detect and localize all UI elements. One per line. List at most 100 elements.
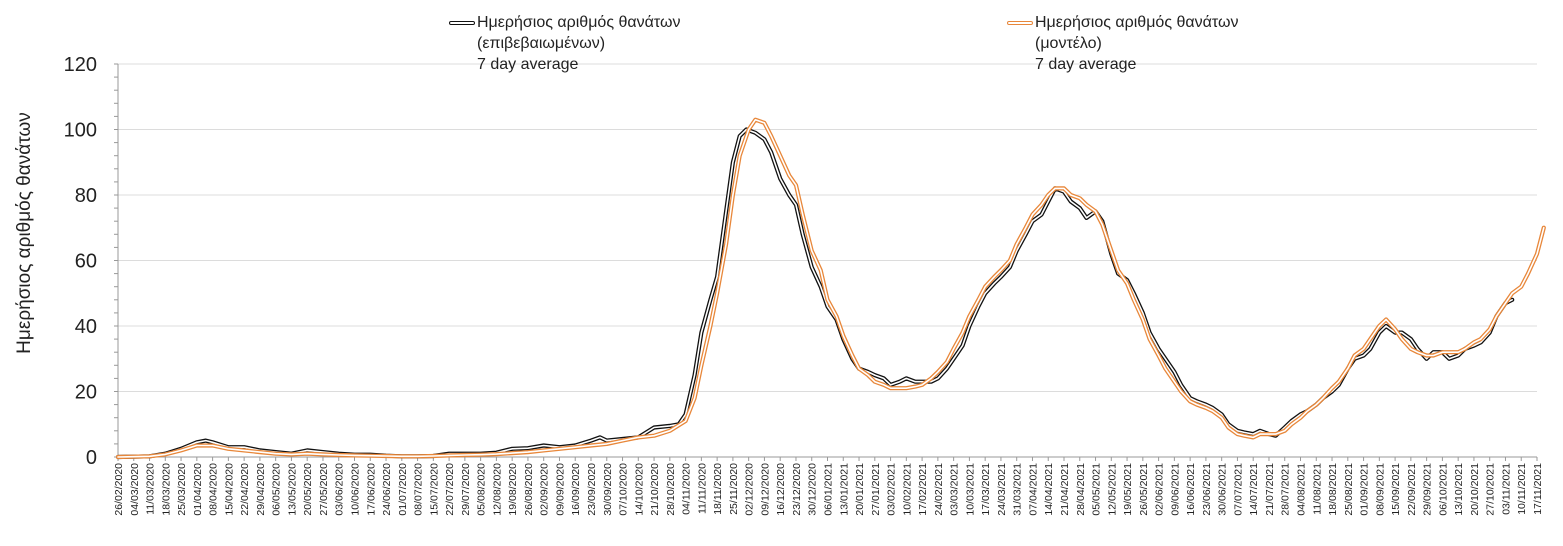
x-tick-label: 28/04/2021 — [1075, 463, 1087, 516]
x-tick-label: 21/07/2021 — [1264, 463, 1276, 516]
x-tick-label: 09/12/2020 — [759, 463, 771, 516]
x-tick-label: 18/08/2021 — [1327, 463, 1339, 516]
x-tick-label: 16/09/2020 — [570, 463, 582, 516]
x-tick-label: 07/07/2021 — [1232, 463, 1244, 516]
y-tick-label: 80 — [75, 185, 97, 207]
y-tick-label: 60 — [75, 251, 97, 273]
x-tick-label: 19/05/2021 — [1122, 463, 1134, 516]
x-tick-labels: 26/02/2020 04/03/2020 11/03/2020 18/03/2020… — [113, 463, 1544, 516]
y-tick-label: 100 — [64, 120, 97, 142]
x-tick-label: 22/09/2021 — [1406, 463, 1418, 516]
x-tick-label: 22/07/2020 — [444, 463, 456, 516]
legend-line: Ημερήσιος αριθμός θανάτων — [1035, 14, 1239, 31]
x-tick-label: 13/10/2021 — [1453, 463, 1465, 516]
axes — [114, 63, 1538, 461]
x-tick-label: 07/10/2020 — [618, 463, 630, 516]
legend-entry-model: Ημερήσιος αριθμός θανάτων (μοντέλο) 7 da… — [1007, 12, 1239, 75]
x-tick-label: 06/01/2021 — [823, 463, 835, 516]
x-tick-label: 10/06/2020 — [350, 463, 362, 516]
x-tick-label: 17/02/2021 — [917, 463, 929, 516]
x-tick-label: 02/09/2020 — [539, 463, 551, 516]
y-tick-labels: 0 20 40 60 80 100 120 — [64, 54, 97, 469]
x-tick-label: 09/09/2020 — [554, 463, 566, 516]
x-tick-label: 24/02/2021 — [933, 463, 945, 516]
x-tick-label: 05/08/2020 — [476, 463, 488, 516]
x-tick-label: 17/06/2020 — [365, 463, 377, 516]
x-tick-label: 28/07/2021 — [1280, 463, 1292, 516]
x-tick-label: 10/02/2021 — [901, 463, 913, 516]
x-tick-label: 23/12/2020 — [791, 463, 803, 516]
x-tick-label: 17/03/2021 — [980, 463, 992, 516]
x-tick-label: 25/03/2020 — [176, 463, 188, 516]
legend-entry-confirmed: Ημερήσιος αριθμός θανάτων (επιβεβαιωμένω… — [449, 12, 681, 75]
x-tick-label: 16/06/2021 — [1185, 463, 1197, 516]
x-tick-label: 26/05/2021 — [1138, 463, 1150, 516]
x-tick-label: 07/04/2021 — [1027, 463, 1039, 516]
x-tick-label: 29/04/2020 — [255, 463, 267, 516]
x-tick-label: 03/03/2021 — [949, 463, 961, 516]
x-tick-label: 11/08/2021 — [1311, 463, 1323, 515]
legend-line: (μοντέλο) — [1035, 35, 1102, 52]
x-tick-label: 25/11/2020 — [728, 463, 740, 515]
x-tick-label: 27/01/2021 — [870, 463, 882, 516]
x-tick-label: 27/10/2021 — [1485, 463, 1497, 516]
x-tick-label: 08/09/2021 — [1374, 463, 1386, 516]
x-tick-label: 01/04/2020 — [192, 463, 204, 516]
x-tick-label: 03/06/2020 — [334, 463, 346, 516]
x-tick-label: 26/08/2020 — [523, 463, 535, 516]
x-tick-label: 26/02/2020 — [113, 463, 125, 516]
x-tick-label: 20/10/2021 — [1469, 463, 1481, 516]
series-group — [115, 117, 1546, 460]
x-tick-label: 12/08/2020 — [491, 463, 503, 516]
x-tick-label: 23/06/2021 — [1201, 463, 1213, 516]
x-tick-label: 11/03/2020 — [145, 463, 157, 515]
x-tick-label: 14/04/2021 — [1043, 463, 1055, 516]
x-tick-label: 20/01/2021 — [854, 463, 866, 516]
x-tick-label: 14/10/2020 — [633, 463, 645, 516]
legend-line: (επιβεβαιωμένων) — [477, 35, 606, 52]
x-tick-label: 11/11/2020 — [696, 463, 708, 514]
series-line-model-inner — [117, 118, 1545, 458]
x-tick-label: 04/03/2020 — [129, 463, 141, 516]
legend-line: 7 day average — [1035, 56, 1137, 73]
x-tick-label: 15/04/2020 — [223, 463, 235, 516]
x-tick-label: 10/11/2021 — [1516, 463, 1528, 515]
x-tick-label: 01/09/2021 — [1359, 463, 1371, 516]
y-tick-label: 20 — [75, 382, 97, 404]
y-tick-label: 40 — [75, 316, 97, 338]
x-tick-label: 16/12/2020 — [775, 463, 787, 516]
x-tick-label: 06/05/2020 — [271, 463, 283, 516]
x-tick-label: 17/11/2021 — [1532, 463, 1544, 515]
x-tick-label: 22/04/2020 — [239, 463, 251, 516]
x-tick-label: 08/04/2020 — [208, 463, 220, 516]
x-tick-label: 08/07/2020 — [413, 463, 425, 516]
x-tick-label: 19/08/2020 — [507, 463, 519, 516]
x-tick-label: 14/07/2021 — [1248, 463, 1260, 516]
legend-swatch-model — [1007, 21, 1033, 25]
y-tick-label: 0 — [86, 447, 97, 469]
legend-line: 7 day average — [477, 56, 579, 73]
x-tick-label: 04/08/2021 — [1296, 463, 1308, 516]
x-tick-label: 18/11/2020 — [712, 463, 724, 515]
series-line-confirmed-inner — [117, 128, 1513, 458]
x-tick-label: 04/11/2020 — [681, 463, 693, 515]
x-tick-label: 01/07/2020 — [397, 463, 409, 516]
x-tick-label: 03/02/2021 — [886, 463, 898, 516]
x-tick-label: 05/05/2021 — [1091, 463, 1103, 516]
x-tick-label: 28/10/2020 — [665, 463, 677, 516]
x-tick-label: 03/11/2021 — [1500, 463, 1512, 515]
legend-line: Ημερήσιος αριθμός θανάτων — [477, 14, 681, 31]
x-tick-label: 15/07/2020 — [428, 463, 440, 516]
x-tick-label: 13/05/2020 — [286, 463, 298, 516]
x-tick-label: 21/04/2021 — [1059, 463, 1071, 516]
x-tick-label: 13/01/2021 — [838, 463, 850, 516]
x-tick-label: 31/03/2021 — [1012, 463, 1024, 516]
x-tick-label: 10/03/2021 — [964, 463, 976, 516]
x-tick-label: 29/09/2021 — [1422, 463, 1434, 516]
x-tick-label: 24/03/2021 — [996, 463, 1008, 516]
x-tick-label: 12/05/2021 — [1106, 463, 1118, 516]
x-tick-label: 02/12/2020 — [744, 463, 756, 516]
x-tick-label: 30/12/2020 — [807, 463, 819, 516]
series-line-confirmed — [115, 127, 1515, 460]
